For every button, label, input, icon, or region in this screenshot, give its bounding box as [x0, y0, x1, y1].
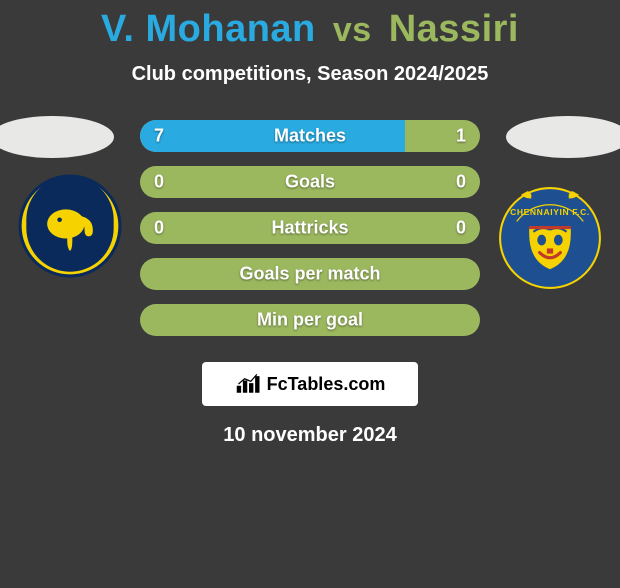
stat-row: 0 Hattricks 0 — [140, 212, 480, 244]
fctables-logo: FcTables.com — [202, 362, 418, 406]
stats-bars: 7 Matches 1 0 Goals 0 0 Hattricks 0 Goals per mat… — [140, 120, 480, 336]
stat-value-left: 7 — [154, 126, 164, 147]
fctables-logo-text: FcTables.com — [267, 374, 386, 395]
bars-icon — [235, 373, 263, 395]
stat-row: 0 Goals 0 — [140, 166, 480, 198]
player2-club-badge: CHENNAIYIN F.C. — [498, 186, 602, 290]
stat-row: Goals per match — [140, 258, 480, 290]
svg-text:KERALA: KERALA — [51, 191, 90, 201]
stat-fill-left — [140, 120, 405, 152]
stat-value-right: 0 — [456, 218, 466, 239]
stat-row: 7 Matches 1 — [140, 120, 480, 152]
comparison-title: V. Mohanan vs Nassiri — [0, 8, 620, 51]
player1-club-badge: KERALA BLASTERS — [18, 174, 122, 278]
player1-name: V. Mohanan — [101, 8, 316, 50]
stat-label: Min per goal — [257, 310, 363, 331]
svg-text:CHENNAIYIN F.C.: CHENNAIYIN F.C. — [510, 207, 590, 217]
player2-name: Nassiri — [389, 8, 519, 50]
svg-text:BLASTERS: BLASTERS — [45, 255, 95, 265]
stat-value-right: 1 — [456, 126, 466, 147]
stat-value-left: 0 — [154, 172, 164, 193]
player2-avatar-placeholder — [506, 116, 620, 158]
content-area: KERALA BLASTERS CHENNAIYIN F.C. 7 Matches… — [0, 120, 620, 447]
stat-label: Matches — [274, 126, 346, 147]
player1-avatar-placeholder — [0, 116, 114, 158]
stat-value-right: 0 — [456, 172, 466, 193]
stat-value-left: 0 — [154, 218, 164, 239]
snapshot-date: 10 november 2024 — [0, 424, 620, 447]
stat-label: Goals per match — [239, 264, 380, 285]
vs-text: vs — [333, 11, 372, 49]
stat-label: Goals — [285, 172, 335, 193]
stat-label: Hattricks — [271, 218, 348, 239]
stat-row: Min per goal — [140, 304, 480, 336]
subtitle: Club competitions, Season 2024/2025 — [0, 63, 620, 86]
